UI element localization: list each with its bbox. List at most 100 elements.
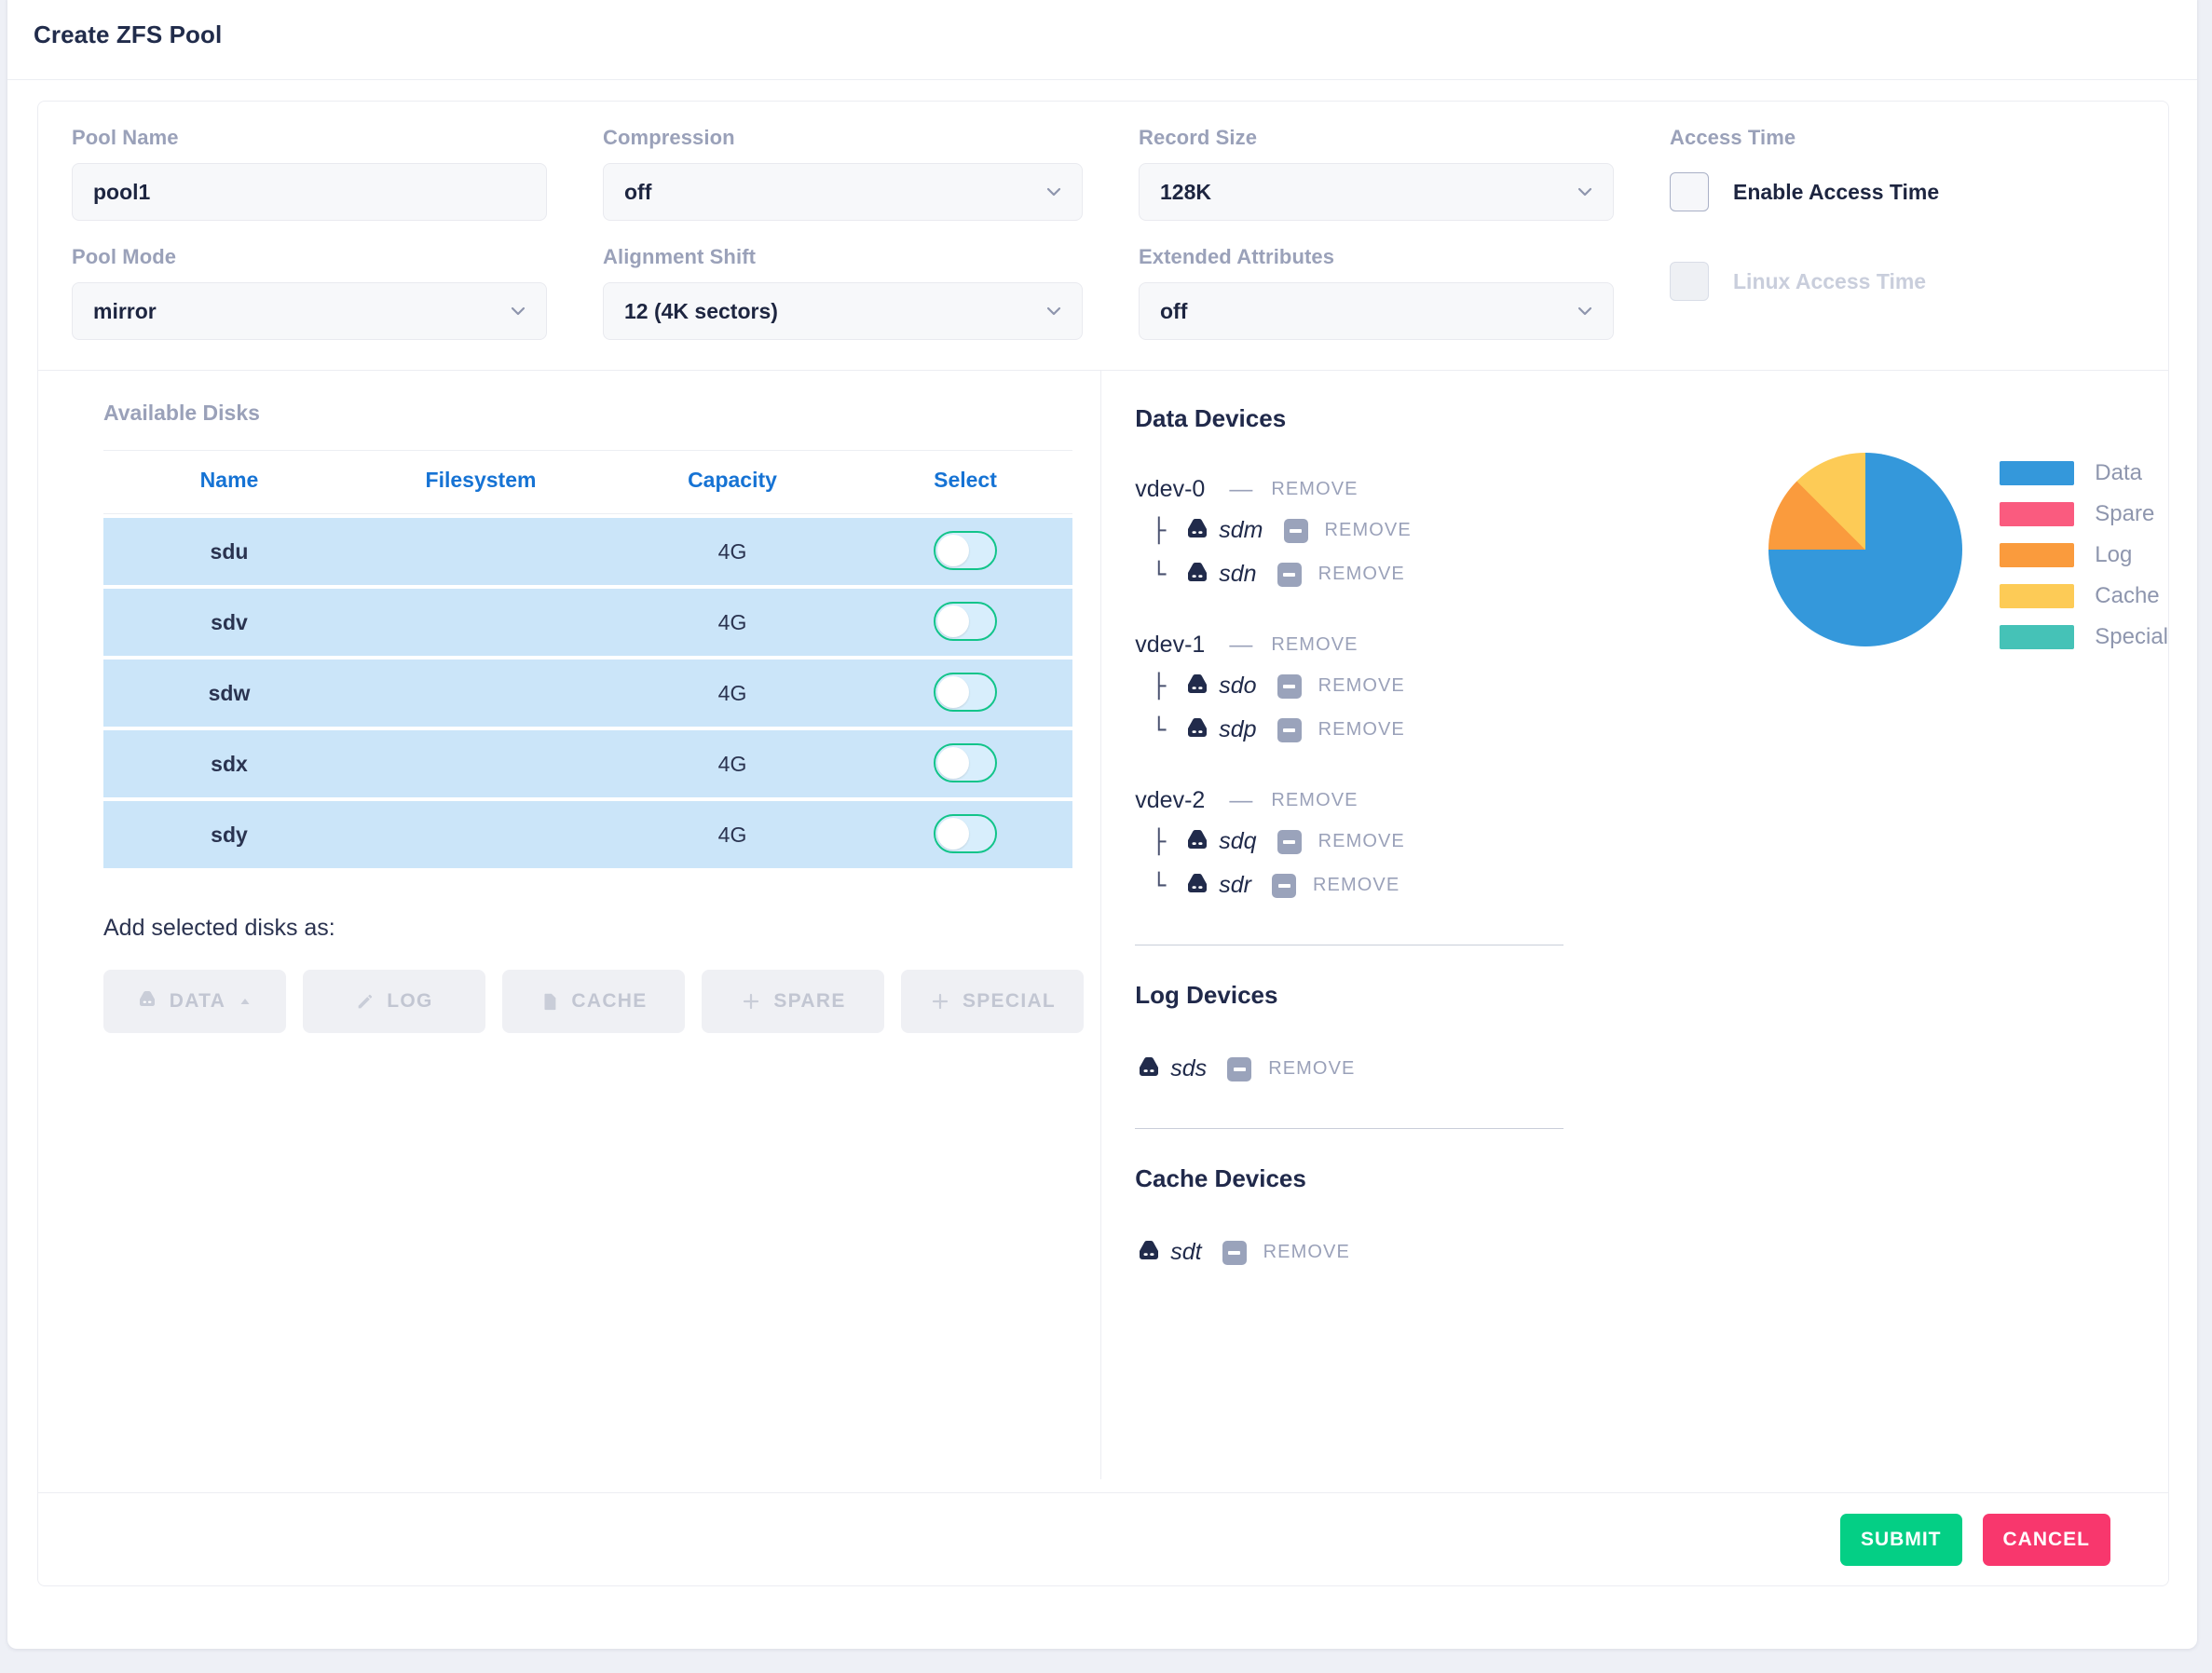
cache-section-divider: [1135, 1128, 1564, 1129]
legend-swatch: [2000, 502, 2075, 526]
remove-disk-button[interactable]: REMOVE: [1263, 1242, 1350, 1262]
legend-item: Data: [2000, 460, 2168, 486]
minus-icon[interactable]: [1283, 518, 1308, 543]
hard-drive-icon: [1135, 1236, 1163, 1269]
dash-icon[interactable]: —: [1229, 632, 1253, 658]
device-disk-row: ├ sdq REMOVE: [1152, 825, 1731, 858]
log-devices-heading: Log Devices: [1135, 981, 1278, 1009]
minus-icon[interactable]: [1272, 873, 1297, 898]
disk-capacity-cell: 4G: [717, 751, 747, 776]
remove-disk-button[interactable]: REMOVE: [1318, 831, 1405, 851]
add-as-cache-label: CACHE: [571, 990, 648, 1012]
toggle-knob: [937, 676, 969, 708]
device-disk-row: ├ sdm REMOVE: [1152, 514, 1731, 547]
dash-icon[interactable]: —: [1229, 787, 1253, 813]
pane-divider: [1100, 371, 1102, 1479]
pool-name-input[interactable]: pool1: [72, 163, 547, 221]
remove-disk-button[interactable]: REMOVE: [1324, 520, 1412, 540]
add-as-spare-button[interactable]: SPARE: [702, 970, 884, 1033]
table-row[interactable]: sdu 4G: [103, 518, 1072, 585]
table-row[interactable]: sdx 4G: [103, 730, 1072, 797]
hard-drive-icon: [1183, 670, 1211, 702]
minus-icon[interactable]: [1277, 829, 1302, 854]
column-header-filesystem[interactable]: Filesystem: [355, 450, 607, 514]
remove-vdev-button[interactable]: REMOVE: [1271, 634, 1359, 655]
vdev-header-row: vdev-1 — REMOVE: [1135, 632, 1731, 659]
legend-label: Data: [2095, 460, 2142, 485]
cache-device-list: sdt REMOVE: [1135, 1236, 1731, 1269]
remove-vdev-button[interactable]: REMOVE: [1271, 790, 1359, 810]
remove-vdev-button[interactable]: REMOVE: [1271, 479, 1359, 499]
disk-select-cell[interactable]: [858, 518, 1072, 585]
form-column-4: Access Time Enable Access Time Linux Acc…: [1670, 126, 2135, 346]
remove-disk-button[interactable]: REMOVE: [1268, 1058, 1356, 1079]
minus-icon[interactable]: [1227, 1056, 1252, 1081]
legend-label: Cache: [2095, 583, 2160, 608]
disk-select-toggle[interactable]: [934, 814, 997, 853]
tree-branch-icon: ├: [1152, 673, 1167, 700]
devices-tree: Data Devices vdev-0 — REMOVE ├ sdm REMOVE └ sdn…: [1135, 404, 1731, 1479]
enable-access-time-checkbox[interactable]: [1670, 172, 1709, 211]
form-column-2: Compression off Alignment Shift 12 (4K s…: [603, 126, 1139, 346]
column-header-select[interactable]: Select: [858, 450, 1072, 514]
disk-filesystem-cell: [355, 730, 607, 797]
table-row[interactable]: sdv 4G: [103, 589, 1072, 656]
cancel-button[interactable]: CANCEL: [1982, 1513, 2110, 1566]
add-as-cache-button[interactable]: CACHE: [502, 970, 685, 1033]
available-disks-heading: Available Disks: [103, 401, 260, 425]
pencil-icon: [355, 991, 375, 1012]
page-title: Create ZFS Pool: [34, 20, 223, 48]
disk-select-cell[interactable]: [858, 589, 1072, 656]
disk-select-toggle[interactable]: [934, 743, 997, 782]
minus-icon[interactable]: [1277, 562, 1302, 587]
hard-drive-icon: [1183, 514, 1211, 547]
add-as-data-button[interactable]: DATA: [103, 970, 286, 1033]
record-size-select[interactable]: 128K: [1139, 163, 1614, 221]
disk-name-cell: sdx: [211, 751, 248, 776]
submit-button[interactable]: SUBMIT: [1840, 1513, 1962, 1566]
column-header-name[interactable]: Name: [103, 450, 355, 514]
remove-disk-button[interactable]: REMOVE: [1318, 675, 1405, 696]
pool-name-label: Pool Name: [72, 126, 179, 149]
table-row[interactable]: sdy 4G: [103, 801, 1072, 868]
minus-icon[interactable]: [1277, 717, 1302, 742]
compression-select[interactable]: off: [603, 163, 1083, 221]
form-column-1: Pool Name pool1 Pool Mode mirror: [72, 126, 603, 346]
pool-mode-select[interactable]: mirror: [72, 282, 547, 340]
remove-disk-button[interactable]: REMOVE: [1313, 875, 1400, 895]
dash-icon[interactable]: —: [1229, 476, 1253, 502]
extended-attributes-select[interactable]: off: [1139, 282, 1614, 340]
access-time-label: Access Time: [1670, 126, 1796, 149]
plus-icon: [740, 990, 762, 1013]
remove-disk-button[interactable]: REMOVE: [1318, 719, 1405, 740]
enable-access-time-row[interactable]: Enable Access Time: [1670, 163, 2079, 221]
legend-item: Cache: [2000, 583, 2168, 609]
disk-select-toggle[interactable]: [934, 531, 997, 570]
compression-label: Compression: [603, 126, 735, 149]
pool-mode-label: Pool Mode: [72, 245, 177, 268]
devices-pane: Data Devices vdev-0 — REMOVE ├ sdm REMOVE └ sdn…: [1101, 371, 2168, 1479]
disk-filesystem-cell: [355, 801, 607, 868]
disk-select-cell[interactable]: [858, 730, 1072, 797]
table-row[interactable]: sdw 4G: [103, 660, 1072, 727]
vdev-name: vdev-2: [1135, 787, 1206, 813]
extended-attributes-label: Extended Attributes: [1139, 245, 1335, 268]
minus-icon[interactable]: [1222, 1240, 1247, 1265]
add-as-special-button[interactable]: SPECIAL: [901, 970, 1084, 1033]
disk-select-cell[interactable]: [858, 660, 1072, 727]
pool-name-field: Pool Name pool1: [72, 126, 603, 221]
access-time-field: Access Time Enable Access Time: [1670, 126, 2135, 221]
add-disk-button-row: DATA LOG CACHE SPARE SPECIAL: [103, 970, 1100, 1033]
disk-select-toggle[interactable]: [934, 673, 997, 712]
disk-select-cell[interactable]: [858, 801, 1072, 868]
disk-select-toggle[interactable]: [934, 602, 997, 641]
add-as-log-button[interactable]: LOG: [303, 970, 485, 1033]
minus-icon[interactable]: [1277, 673, 1302, 699]
alignment-shift-select[interactable]: 12 (4K sectors): [603, 282, 1083, 340]
compression-field: Compression off: [603, 126, 1139, 221]
alignment-shift-label: Alignment Shift: [603, 245, 757, 268]
remove-disk-button[interactable]: REMOVE: [1318, 564, 1405, 584]
column-header-capacity[interactable]: Capacity: [607, 450, 858, 514]
record-size-field: Record Size 128K: [1139, 126, 1670, 221]
